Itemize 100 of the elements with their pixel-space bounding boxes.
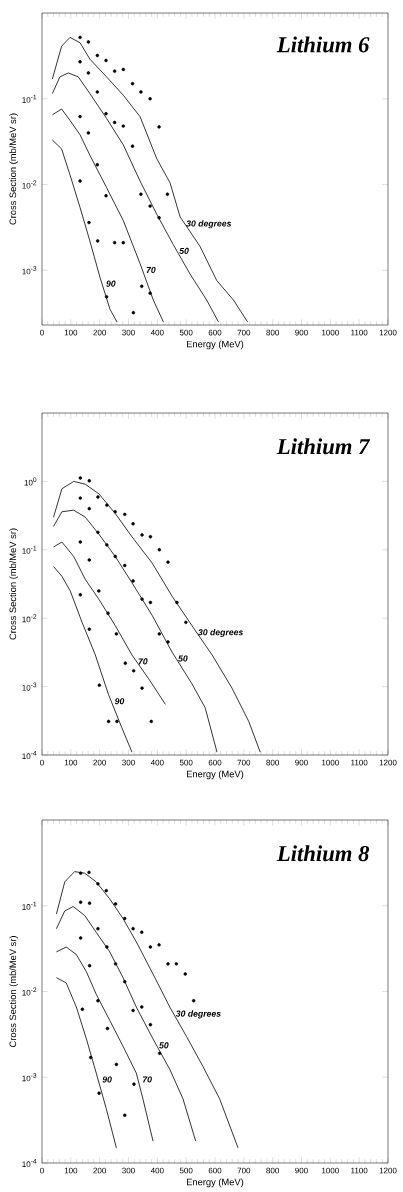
point [97,683,102,687]
point [140,930,144,935]
point [121,240,126,245]
point [105,543,109,547]
point [184,620,188,625]
x-tick-label: 0 [40,759,44,766]
point [96,999,100,1003]
y-tick-label: 10$^{-1}$ [22,901,37,910]
x-tick-label: 1100 [351,329,368,336]
y-tick-label: 10$^{-3}$ [22,266,37,275]
y-tick-label: 10$^{-4}$ [22,1158,37,1168]
x-tick-label: 1000 [322,759,339,766]
text: Lithium 7 [276,438,371,455]
y-tick-label: 10$^{-2}$ [22,180,37,189]
point [123,512,127,517]
point [174,962,179,966]
x-tick-label: 900 [295,759,308,766]
x-tick-label: 1200 [379,759,397,766]
x-tick-label: 0 [40,1167,44,1174]
point [87,627,92,631]
point [88,1055,93,1060]
point [139,192,143,197]
series-label: 50 [178,655,188,662]
point [96,882,100,886]
y-tick-label: 10$^{-2}$ [22,614,37,623]
point [78,114,82,119]
point [157,632,162,636]
point [87,870,91,875]
point [95,163,100,167]
point [78,871,83,875]
x-tick-label: 100 [64,329,78,336]
x-axis-title: Energy (MeV) [186,340,244,350]
point [123,916,127,921]
point [78,179,82,183]
point [148,1022,153,1027]
point [87,506,92,511]
x-tick-label: 600 [208,329,222,336]
x-tick-label: 300 [122,329,135,336]
y-tick-label: 10$^{-1}$ [22,545,37,554]
point [80,1007,85,1012]
x-tick-label: 1100 [351,1167,368,1174]
point [113,902,118,906]
point [113,554,117,559]
point [86,40,91,44]
point [175,600,179,605]
point [148,204,152,208]
series-label: 30 degrees [186,220,232,229]
series-label: 90 [114,698,125,705]
y-tick-label: 10$^{-3}$ [22,682,37,691]
point [157,548,162,552]
point [104,295,109,299]
point [157,216,161,220]
x-tick-label: 500 [179,1167,193,1174]
x-tick-label: 500 [179,329,193,336]
point [131,1008,135,1013]
text: Lithium 6 [276,36,370,53]
point [148,291,152,295]
point [166,962,170,966]
x-tick-label: 300 [122,1167,135,1174]
point [139,90,143,94]
point [148,535,153,539]
point [114,632,119,636]
point [113,510,117,514]
series-label: 50 [179,247,189,254]
point [87,220,91,225]
point [86,131,91,135]
y-tick-label: 10$^{-2}$ [22,987,37,996]
point [104,58,108,63]
series-label: 70 [146,266,156,274]
point [140,533,144,537]
line-series [56,871,239,1149]
point [115,719,119,724]
point [106,719,111,724]
text: Lithium 8 [276,845,370,862]
x-tick-label: 1200 [379,1167,397,1174]
x-tick-label: 700 [237,329,251,336]
x-tick-label: 400 [150,329,164,336]
point [191,999,196,1003]
point [104,111,108,116]
point [95,53,100,58]
point [140,284,144,289]
point [131,579,135,583]
point [131,926,135,931]
point [148,97,152,101]
point [166,560,170,564]
point [121,124,126,128]
point [112,240,117,245]
x-tick-label: 500 [179,759,193,766]
point [96,530,100,535]
x-tick-label: 800 [266,1167,280,1174]
y-axis-title: Cross Section (mb/MeV sr) [9,528,18,640]
point [130,144,135,148]
point [87,558,92,562]
point [149,719,154,724]
line-series [51,36,248,323]
x-tick-label: 700 [237,1167,251,1174]
point [78,60,82,64]
point [105,1026,110,1031]
series-label: 70 [138,658,148,665]
point [78,540,83,544]
